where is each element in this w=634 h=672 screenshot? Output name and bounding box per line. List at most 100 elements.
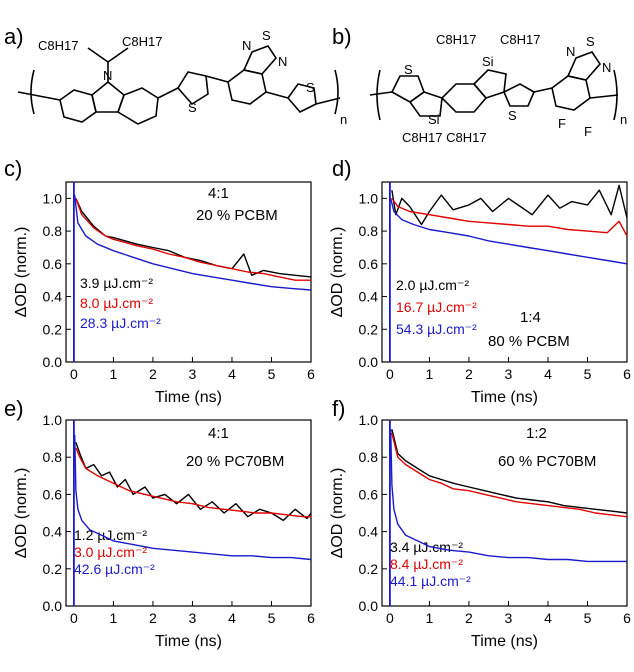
- blend-ratio-label: 4:1: [208, 425, 229, 442]
- x-tick-label: 0: [70, 366, 78, 382]
- x-tick-label: 4: [228, 610, 236, 626]
- x-tick-label: 3: [505, 610, 513, 626]
- y-tick-label: 0.2: [359, 561, 379, 577]
- atom-s-thiophene1: S: [188, 100, 197, 115]
- atom-s-mid-b: S: [508, 108, 517, 123]
- x-tick-label: 1: [426, 366, 434, 382]
- blend-fraction-label: 20 % PCBM: [196, 207, 278, 224]
- atom-s-btd-b: S: [586, 34, 595, 49]
- x-tick-label: 1: [110, 366, 118, 382]
- x-tick-label: 6: [307, 610, 315, 626]
- x-axis-title: Time (ns): [155, 389, 222, 406]
- y-axis-title: ΔOD (norm.): [13, 227, 30, 318]
- atom-n-btd2-b: N: [602, 60, 611, 75]
- y-tick-label: 0.2: [43, 561, 63, 577]
- legend-entry-3: 28.3 µJ.cm⁻²: [80, 315, 161, 331]
- legend-entry-1: 3.4 µJ.cm⁻²: [390, 539, 463, 555]
- series-line-2: [391, 432, 628, 518]
- x-tick-label: 1: [426, 610, 434, 626]
- blend-fraction-label: 60 % PC70BM: [498, 453, 596, 470]
- y-tick-label: 0.4: [359, 524, 379, 540]
- x-tick-label: 6: [307, 366, 315, 382]
- x-axis-title: Time (ns): [471, 389, 538, 406]
- panel-label-e: e): [4, 396, 24, 421]
- blend-fraction-label: 20 % PC70BM: [186, 453, 284, 470]
- y-tick-label: 0.2: [43, 321, 63, 337]
- y-tick-label: 0.0: [43, 598, 63, 614]
- y-axis-title: ΔOD (norm.): [13, 468, 30, 559]
- panel-label-f: f): [332, 396, 345, 421]
- atom-n-btd1-a: N: [242, 38, 251, 53]
- series-line-3: [390, 198, 628, 265]
- x-tick-label: 2: [149, 610, 157, 626]
- series-line-2: [75, 447, 311, 518]
- series-line-2: [391, 197, 628, 237]
- atom-n-btd1-b: N: [566, 44, 575, 59]
- x-tick-label: 3: [505, 366, 513, 382]
- atom-n-carbazole: N: [103, 68, 112, 83]
- plot-frame-d: [381, 181, 628, 363]
- y-tick-label: 0.2: [359, 321, 379, 337]
- y-tick-label: 0.4: [43, 289, 63, 305]
- legend-entry-2: 8.0 µJ.cm⁻²: [80, 295, 153, 311]
- legend-entry-3: 54.3 µJ.cm⁻²: [396, 321, 477, 337]
- x-tick-label: 6: [623, 366, 631, 382]
- panel-label-c: c): [4, 156, 22, 181]
- atom-n-btd2-a: N: [278, 54, 287, 69]
- alkyl-left-a: C8H17: [38, 38, 78, 53]
- y-tick-label: 0.4: [43, 524, 63, 540]
- y-tick-label: 0.6: [43, 256, 63, 272]
- y-tick-label: 0.8: [359, 223, 379, 239]
- legend-entry-3: 42.6 µJ.cm⁻²: [74, 561, 155, 577]
- subscript-n-a: n: [340, 112, 347, 127]
- x-axis-title: Time (ns): [155, 633, 222, 650]
- atom-s-left-b: S: [404, 62, 413, 77]
- series-line-3: [74, 434, 312, 561]
- plot-frame-c: [65, 181, 312, 363]
- x-tick-label: 6: [623, 610, 631, 626]
- blend-ratio-label: 1:4: [520, 309, 541, 326]
- x-tick-label: 4: [544, 366, 552, 382]
- legend-entry-1: 3.9 µJ.cm⁻²: [80, 275, 153, 291]
- y-tick-label: 0.0: [359, 354, 379, 370]
- y-tick-label: 1.0: [43, 412, 63, 428]
- series-line-3: [74, 195, 312, 291]
- x-tick-label: 5: [584, 366, 592, 382]
- y-axis-title: ΔOD (norm.): [329, 227, 346, 318]
- y-tick-label: 0.0: [359, 598, 379, 614]
- y-tick-label: 1.0: [359, 190, 379, 206]
- legend-entry-2: 16.7 µJ.cm⁻²: [396, 299, 477, 315]
- y-tick-label: 0.8: [43, 223, 63, 239]
- legend-entry-2: 3.0 µJ.cm⁻²: [74, 544, 147, 560]
- y-tick-label: 0.8: [43, 449, 63, 465]
- x-tick-label: 2: [465, 366, 473, 382]
- atom-f2-b: F: [584, 124, 592, 139]
- atom-s-thiophene2: S: [306, 80, 315, 95]
- x-tick-label: 0: [70, 610, 78, 626]
- blend-ratio-label: 1:2: [526, 425, 547, 442]
- chemical-structure-a: N C8H17 C8H17 S S N N S n: [17, 28, 347, 127]
- x-axis-title: Time (ns): [471, 633, 538, 650]
- atom-s-btd-a: S: [262, 28, 271, 43]
- alkyl-top-right-b: C8H17: [500, 32, 540, 47]
- y-tick-label: 0.4: [359, 289, 379, 305]
- legend-entry-2: 8.4 µJ.cm⁻²: [390, 556, 463, 572]
- y-axis-title: ΔOD (norm.): [329, 468, 346, 559]
- series-line-1: [391, 429, 628, 514]
- x-tick-label: 4: [228, 366, 236, 382]
- y-tick-label: 1.0: [43, 190, 63, 206]
- x-tick-label: 3: [189, 366, 197, 382]
- x-tick-label: 2: [465, 610, 473, 626]
- y-tick-label: 0.8: [359, 449, 379, 465]
- series-line-2: [75, 198, 311, 281]
- x-tick-label: 5: [584, 610, 592, 626]
- y-tick-label: 0.6: [43, 486, 63, 502]
- alkyl-top-left-b: C8H17: [436, 32, 476, 47]
- subscript-n-b: n: [620, 112, 627, 127]
- alkyl-bottom-b: C8H17 C8H17: [402, 130, 487, 145]
- chart-panel-d: 0 1 2 3 4 5 6 0.0 0.2 0.4 0.6 0.8 1.0 Time (ns) ΔOD (n…: [329, 181, 631, 406]
- panel-label-d: d): [332, 156, 352, 181]
- alkyl-right-a: C8H17: [122, 34, 162, 49]
- series-line-3: [390, 429, 627, 563]
